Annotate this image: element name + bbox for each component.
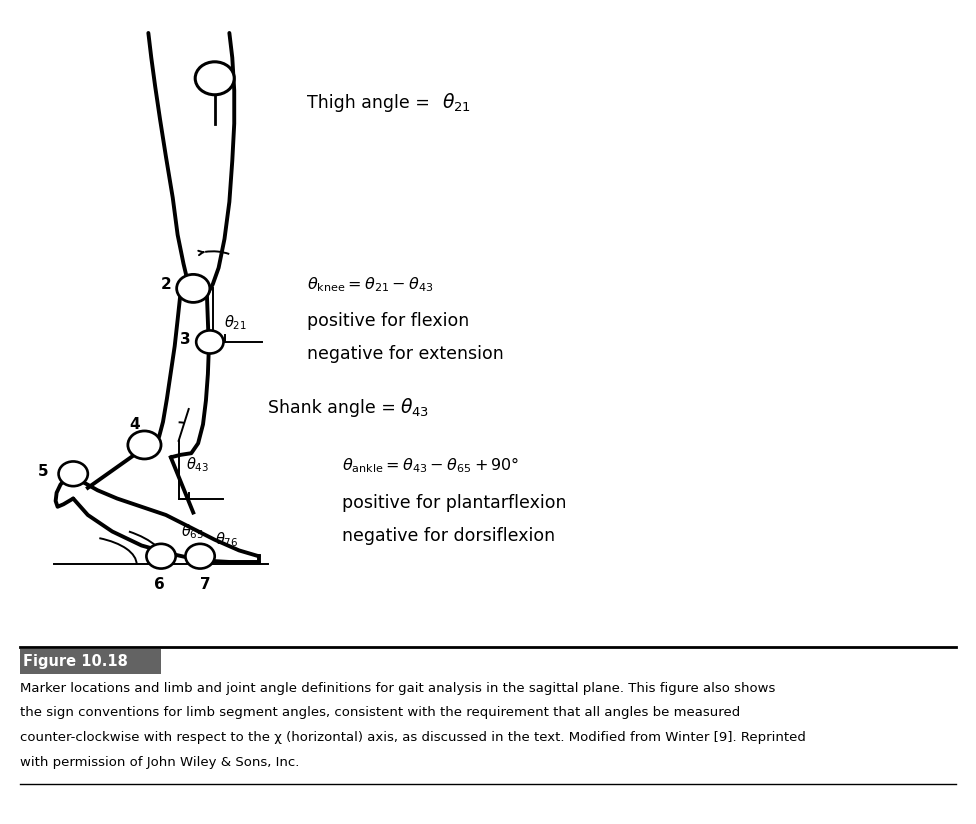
Text: $\theta_{\mathrm{knee}} = \theta_{21} - \theta_{43}$: $\theta_{\mathrm{knee}} = \theta_{21} - … <box>307 275 434 293</box>
Text: positive for plantarflexion: positive for plantarflexion <box>342 494 566 512</box>
Circle shape <box>59 461 88 486</box>
Text: Figure 10.18: Figure 10.18 <box>23 654 128 669</box>
Text: counter-clockwise with respect to the χ (horizontal) axis, as discussed in the t: counter-clockwise with respect to the χ … <box>20 731 805 744</box>
Text: $\theta_{21}$: $\theta_{21}$ <box>224 313 248 332</box>
Text: 1: 1 <box>199 68 210 83</box>
Text: 2: 2 <box>161 277 172 292</box>
Text: Thigh angle =: Thigh angle = <box>307 94 436 112</box>
FancyBboxPatch shape <box>20 649 161 674</box>
Text: $\theta_{21}$: $\theta_{21}$ <box>442 91 471 115</box>
Text: negative for dorsiflexion: negative for dorsiflexion <box>342 527 554 545</box>
Circle shape <box>177 274 210 302</box>
Text: Shank angle =: Shank angle = <box>268 399 402 417</box>
Circle shape <box>185 544 215 569</box>
Circle shape <box>195 62 234 95</box>
Text: $\theta_{43}$: $\theta_{43}$ <box>400 396 429 419</box>
Text: $\theta_{43}$: $\theta_{43}$ <box>186 456 210 475</box>
Circle shape <box>196 330 224 353</box>
Circle shape <box>146 544 176 569</box>
Text: negative for extension: negative for extension <box>307 345 505 363</box>
Text: 3: 3 <box>180 332 190 347</box>
Text: 7: 7 <box>200 577 210 592</box>
Text: Marker locations and limb and joint angle definitions for gait analysis in the s: Marker locations and limb and joint angl… <box>20 681 775 695</box>
Text: 6: 6 <box>153 577 165 592</box>
Text: 4: 4 <box>129 417 140 432</box>
Text: $\theta_{76}$: $\theta_{76}$ <box>215 531 238 549</box>
Text: with permission of John Wiley & Sons, Inc.: with permission of John Wiley & Sons, In… <box>20 756 299 769</box>
Text: $\theta_{65}$: $\theta_{65}$ <box>181 522 204 541</box>
Text: 5: 5 <box>38 464 49 479</box>
Circle shape <box>128 431 161 459</box>
Text: the sign conventions for limb segment angles, consistent with the requirement th: the sign conventions for limb segment an… <box>20 706 740 719</box>
Text: $\theta_{\mathrm{ankle}} = \theta_{43} - \theta_{65} + 90°$: $\theta_{\mathrm{ankle}} = \theta_{43} -… <box>342 456 519 475</box>
Text: positive for flexion: positive for flexion <box>307 312 469 330</box>
